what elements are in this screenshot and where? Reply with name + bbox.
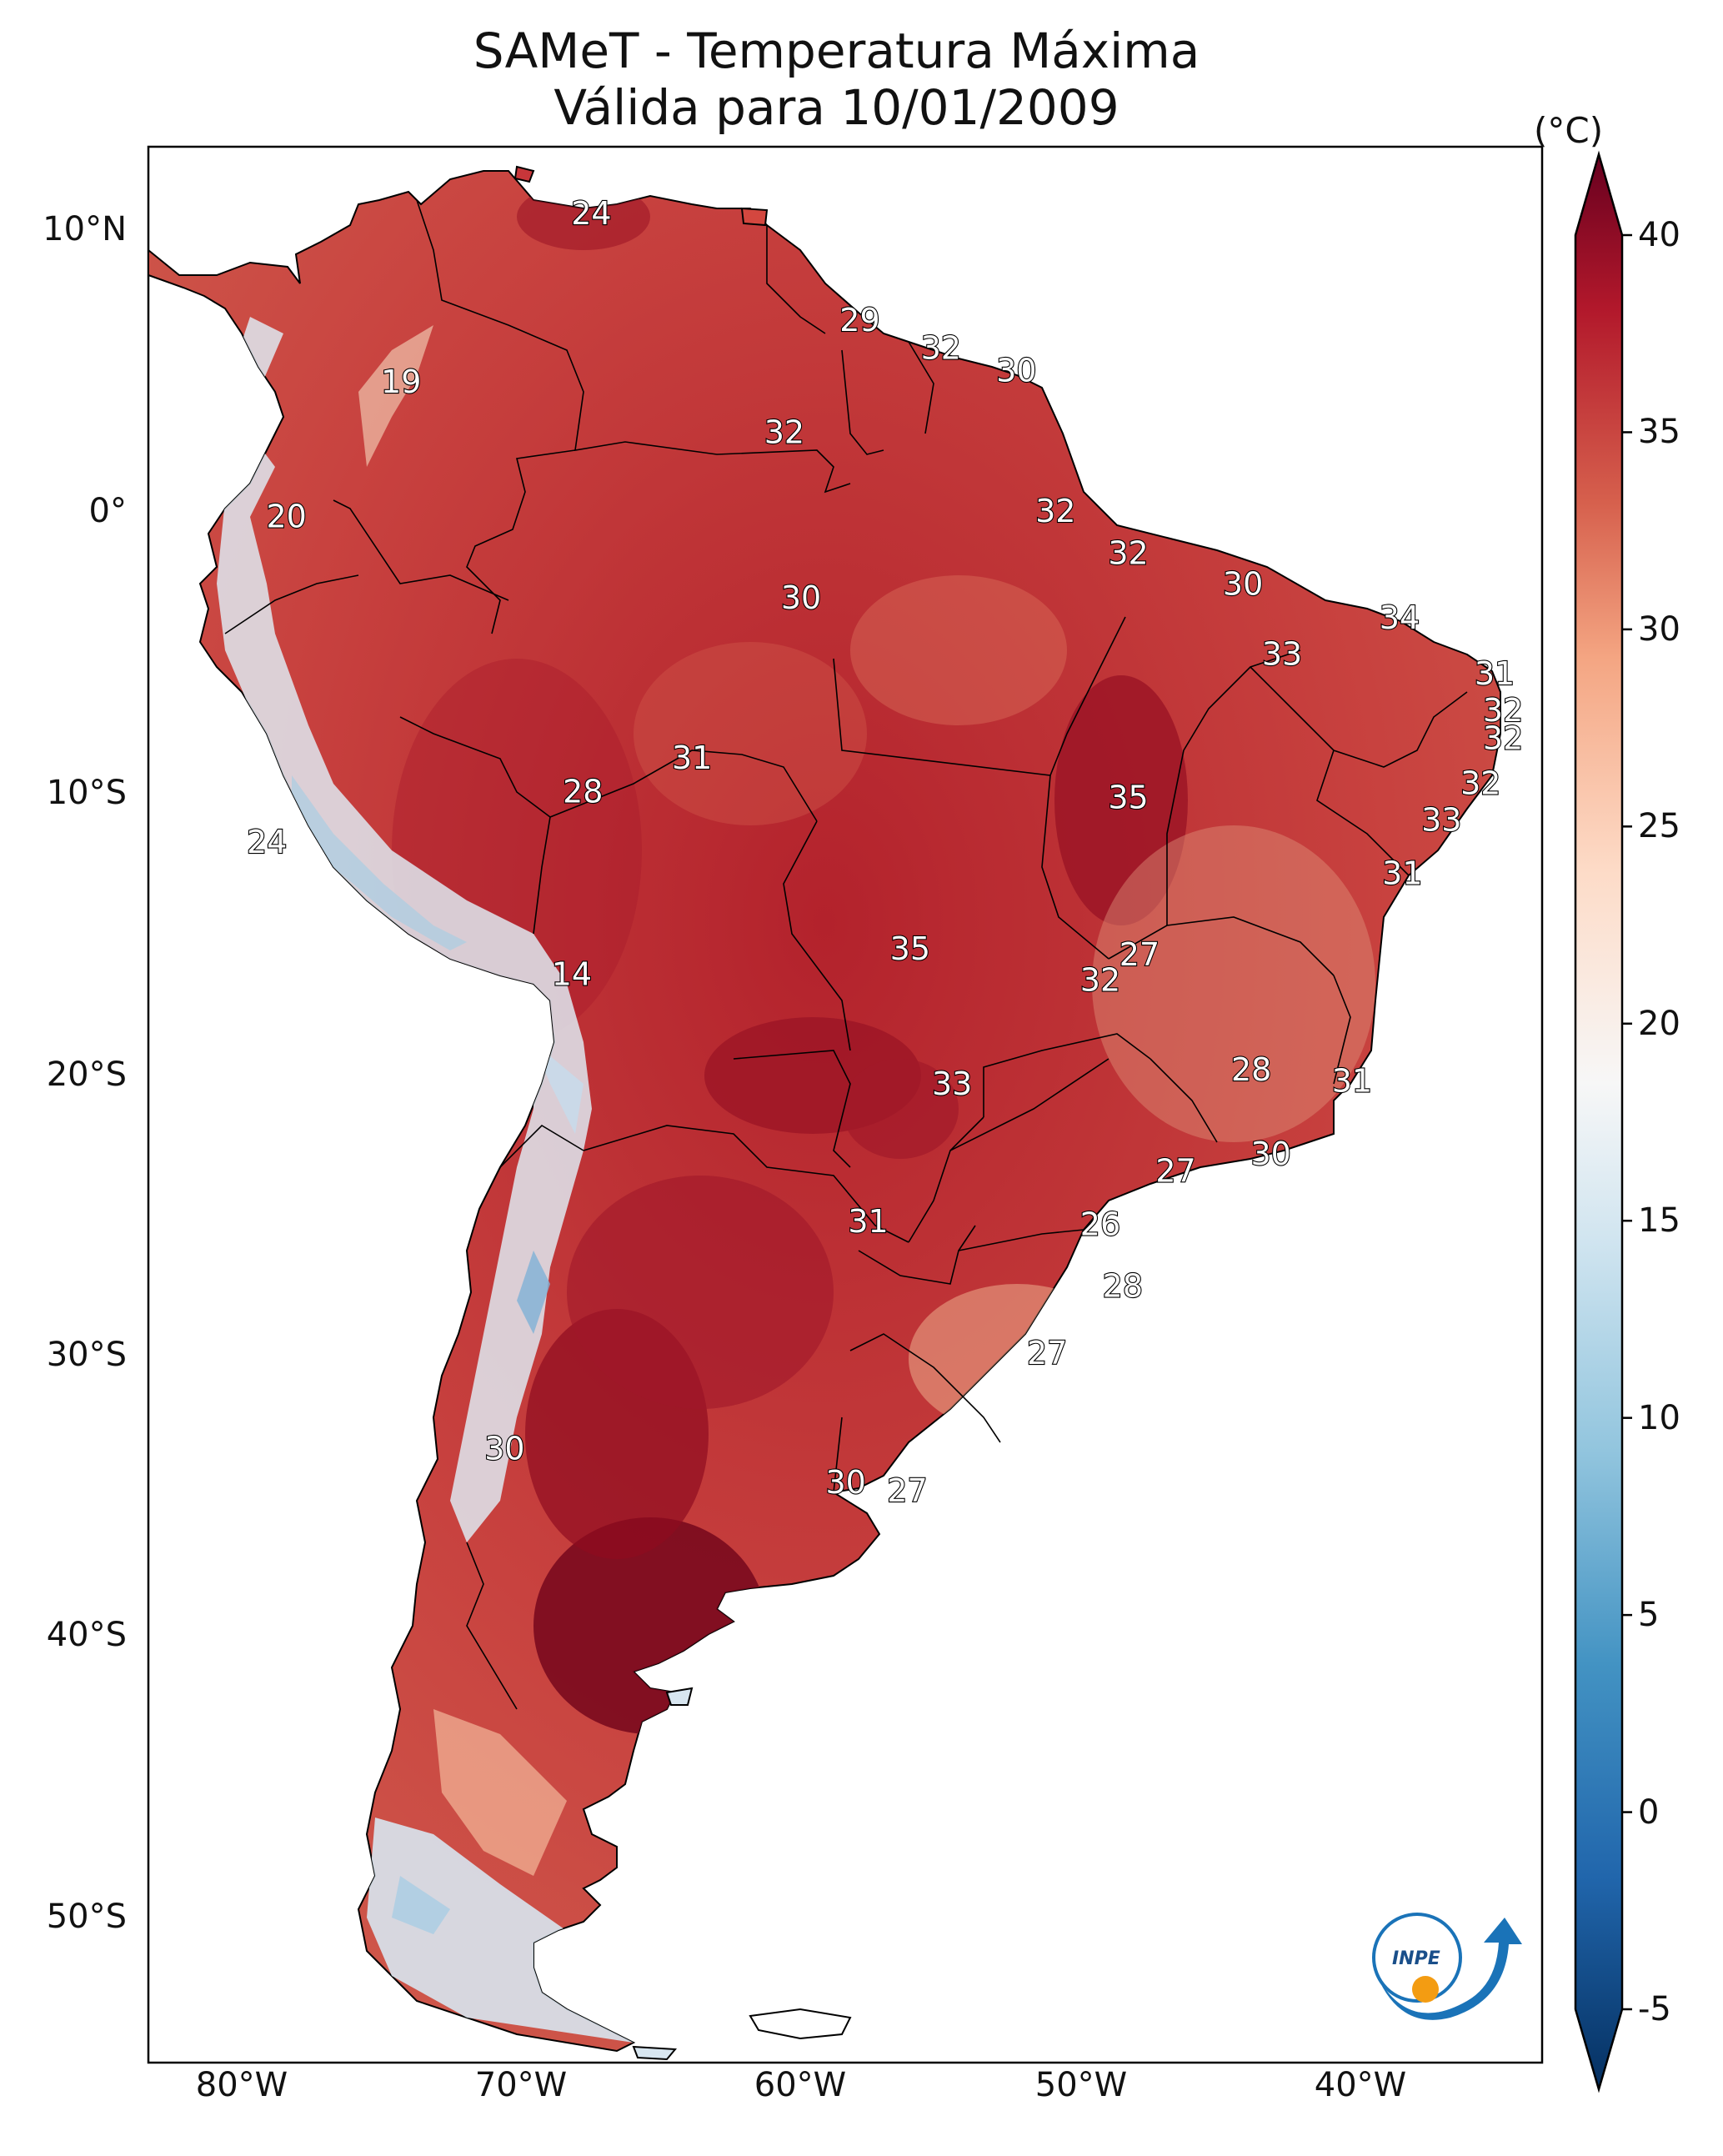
colorbar-tick-label: 15 — [1638, 1201, 1680, 1241]
lat-label-40s: 40°S — [46, 1616, 127, 1654]
station-label: 32 — [1108, 534, 1148, 571]
station-label: 32 — [1483, 692, 1523, 729]
colorbar-tick-label: 30 — [1638, 609, 1680, 649]
station-label: 33 — [932, 1065, 972, 1102]
station-label: 27 — [1119, 936, 1160, 973]
station-label: 14 — [552, 956, 592, 993]
station-label: 32 — [764, 414, 804, 450]
inpe-logo-orbit — [1372, 1913, 1462, 2003]
station-label: 32 — [1080, 961, 1120, 998]
inpe-logo-swoosh — [1377, 1918, 1522, 2020]
colorbar-ticks — [1622, 233, 1632, 2011]
station-label: 30 — [996, 352, 1036, 389]
lat-label-30s: 30°S — [46, 1336, 127, 1374]
colorbar-tick-label: 20 — [1638, 1004, 1680, 1043]
inpe-logo: INPE — [1372, 1913, 1522, 2020]
station-label: 29 — [839, 302, 879, 338]
station-label: 35 — [1108, 779, 1148, 815]
lon-label-70w: 70°W — [474, 2066, 568, 2104]
station-label: 27 — [1027, 1335, 1067, 1371]
station-label: 30 — [1223, 565, 1263, 602]
lat-label-20s: 20°S — [46, 1055, 127, 1094]
colorbar — [1574, 150, 1632, 2093]
station-label: 28 — [1231, 1051, 1271, 1088]
station-label: 32 — [1483, 720, 1523, 757]
temperature-field — [217, 183, 1375, 2043]
station-label: 32 — [1460, 765, 1500, 801]
station-label: 28 — [1103, 1267, 1143, 1304]
station-label: 34 — [1380, 599, 1420, 636]
colorbar-tick-label: 0 — [1638, 1792, 1660, 1832]
lat-label-50s: 50°S — [46, 1898, 127, 1936]
station-label: 31 — [1475, 655, 1515, 692]
station-label: 28 — [563, 774, 603, 810]
station-label: 27 — [887, 1472, 927, 1509]
country-borders — [224, 199, 1468, 1710]
station-label: 26 — [1080, 1206, 1120, 1242]
station-label: 24 — [571, 195, 611, 232]
colorbar-body — [1574, 150, 1624, 2093]
lat-label-10s: 10°S — [46, 774, 127, 812]
islands — [513, 165, 852, 2061]
lon-label-60w: 60°W — [754, 2066, 847, 2104]
station-label: 30 — [781, 579, 821, 616]
colorbar-tick-label: 25 — [1638, 807, 1680, 846]
station-label: 35 — [890, 930, 930, 967]
station-label: 19 — [381, 364, 421, 400]
lon-label-80w: 80°W — [195, 2066, 288, 2104]
inpe-logo-sun — [1412, 1976, 1439, 2003]
lat-label-10n: 10°N — [43, 210, 127, 248]
station-label: 30 — [484, 1431, 524, 1467]
station-label: 30 — [826, 1464, 866, 1501]
colorbar-unit: (°C) — [1534, 110, 1604, 151]
station-label: 20 — [267, 499, 307, 535]
station-label: 31 — [672, 740, 712, 776]
lon-label-40w: 40°W — [1314, 2066, 1407, 2104]
map-subtitle: Válida para 10/01/2009 — [553, 79, 1119, 136]
lon-label-50w: 50°W — [1034, 2066, 1128, 2104]
map-title: SAMeT - Temperatura Máxima — [473, 23, 1200, 79]
colorbar-tick-label: 10 — [1638, 1398, 1680, 1437]
colorbar-tick-label: 35 — [1638, 413, 1680, 452]
station-label: 31 — [1332, 1063, 1372, 1100]
station-label: 27 — [1155, 1152, 1195, 1189]
colorbar-tick-label: -5 — [1638, 1990, 1671, 2028]
inpe-logo-text: INPE — [1392, 1948, 1440, 1969]
station-label: 33 — [1421, 801, 1461, 838]
station-label: 32 — [921, 329, 961, 366]
colorbar-tick-label: 40 — [1638, 216, 1680, 254]
station-label: 32 — [1035, 493, 1075, 529]
station-label: 30 — [1250, 1136, 1290, 1172]
station-label: 31 — [848, 1203, 888, 1240]
station-label: 24 — [247, 824, 287, 860]
lat-label-0: 0° — [88, 492, 127, 530]
colorbar-tick-label: 5 — [1638, 1596, 1660, 1635]
station-labels: 2419202414302932303230323230343331323232… — [246, 194, 1524, 1511]
station-label: 31 — [1382, 855, 1422, 891]
station-label: 33 — [1262, 636, 1302, 673]
